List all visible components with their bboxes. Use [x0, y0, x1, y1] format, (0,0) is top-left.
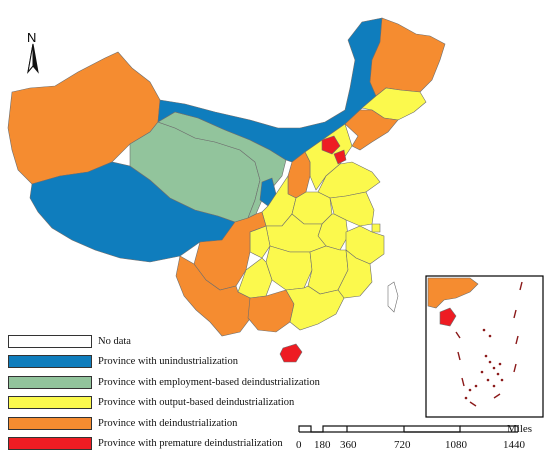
province-hunan: [265, 245, 313, 291]
legend-item-premature: Province with premature deindustrializat…: [8, 434, 308, 455]
legend-item-deindustrialization: Province with deindustrialization: [8, 413, 308, 434]
legend-label: Province with deindustrialization: [98, 417, 238, 429]
legend-swatch: [8, 416, 92, 430]
region-northwest-xinjiang: [7, 51, 287, 263]
province-hainan: [279, 343, 303, 363]
scale-tick-1080: 1080: [445, 439, 468, 451]
legend-label: Province with employment-based deindustr…: [98, 376, 320, 388]
inset-hainan: [439, 307, 457, 327]
legend-item-output-based: Province with output-based deindustriali…: [8, 393, 308, 414]
legend-swatch: [8, 334, 92, 348]
legend-item-no-data: No data: [8, 331, 308, 352]
scale-tick-720: 720: [394, 439, 411, 451]
region-east-central: [175, 161, 399, 363]
legend-label: Province with premature deindustrializat…: [98, 438, 283, 450]
north-arrow: N: [27, 30, 39, 74]
province-guangdong: [285, 285, 345, 331]
province-tianjin: [333, 149, 347, 165]
scale-unit: Miles: [507, 423, 532, 435]
legend-swatch: [8, 355, 92, 369]
legend-label: Province with unindustrialization: [98, 356, 238, 368]
legend: No data Province with unindustrializatio…: [8, 331, 320, 455]
legend-label: No data: [98, 335, 131, 347]
scale-tick-1440: 1440: [503, 439, 526, 451]
south-china-sea-inset: [425, 275, 544, 418]
province-heilongjiang: [369, 17, 446, 97]
legend-swatch: [8, 396, 92, 410]
scale-tick-180: 180: [314, 439, 331, 451]
inset-guangdong-coast: [427, 277, 479, 309]
province-beijing: [321, 135, 341, 155]
region-north: [157, 17, 446, 227]
scale-tick-0: 0: [296, 439, 302, 451]
province-fujian: [337, 249, 373, 299]
north-arrow-label: N: [27, 30, 36, 45]
legend-label: Province with output-based deindustriali…: [98, 397, 295, 409]
nine-dash-line: [455, 281, 523, 407]
province-taiwan: [387, 281, 399, 313]
legend-item-unindustrialization: Province with unindustrialization: [8, 352, 308, 373]
legend-swatch: [8, 375, 92, 389]
scale-bar: 0 180 360 720 1080 1440 Miles: [296, 423, 532, 451]
province-liaoning: [344, 109, 399, 151]
legend-item-employment-based: Province with employment-based deindustr…: [8, 372, 320, 393]
legend-swatch: [8, 437, 92, 451]
inset-islands: [464, 328, 504, 400]
scale-tick-360: 360: [340, 439, 357, 451]
province-shanghai: [371, 223, 381, 233]
province-jilin: [361, 87, 427, 121]
